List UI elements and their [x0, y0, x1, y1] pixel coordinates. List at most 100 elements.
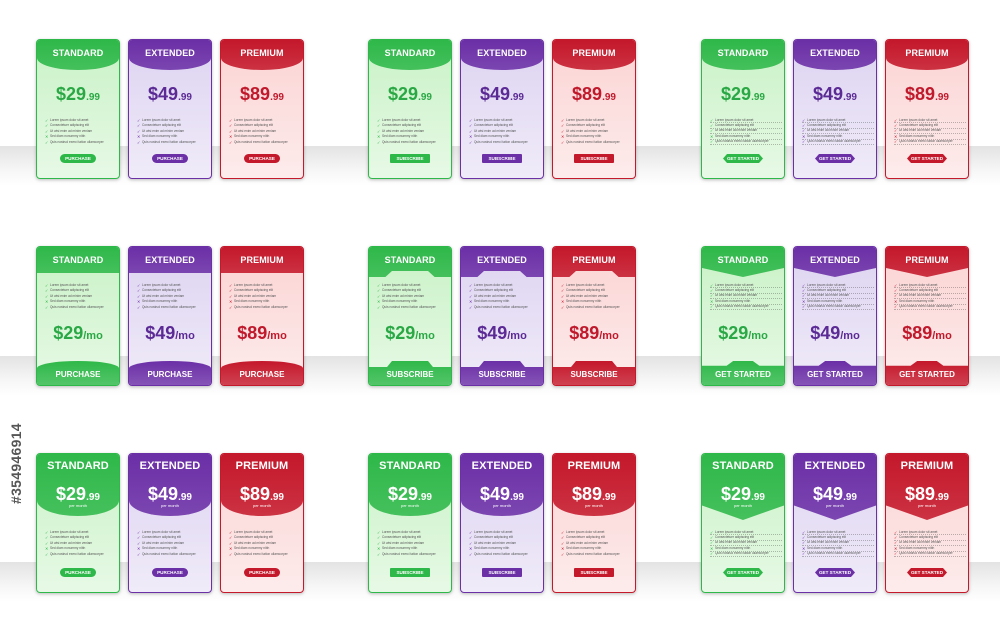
check-icon: ✓ [710, 293, 714, 299]
subscribe-button[interactable]: SUBSCRIBE [369, 361, 451, 385]
feature-list: ✓ Lorem ipsum dolor sit amet ✓ Consectetuer… [469, 118, 541, 145]
check-icon: ✓ [469, 118, 473, 123]
price-cents: .99 [935, 492, 949, 503]
purchase-button[interactable]: PURCHASE [129, 361, 211, 385]
check-icon: ✓ [137, 551, 141, 557]
check-icon: ✓ [229, 535, 233, 541]
price-cents: .99 [270, 492, 284, 503]
pricing-card-premium: PREMIUM $89/mo ✓ Lorem ipsum dolor sit amet… [885, 246, 969, 386]
purchase-button[interactable]: PURCHASE [244, 568, 280, 577]
subscribe-button[interactable]: SUBSCRIBE [461, 361, 543, 385]
feature-item: ✓ Ut wisi enim ad minim veniam [137, 541, 209, 546]
check-icon: ✓ [137, 128, 141, 134]
card-header: STANDARD [37, 454, 119, 516]
get-started-button[interactable]: GET STARTED [815, 154, 855, 163]
price-amount: $49 [480, 84, 511, 104]
feature-item: ✕ Sed diam nonummy nibh [802, 299, 874, 305]
pricing-card-standard: STANDARD $29/mo ✓ Lorem ipsum dolor sit ame… [368, 246, 452, 386]
purchase-button[interactable]: PURCHASE [60, 154, 96, 163]
check-icon: ✓ [45, 540, 49, 546]
subscribe-button[interactable]: SUBSCRIBE [482, 568, 522, 577]
subscribe-button[interactable]: SUBSCRIBE [482, 154, 522, 163]
pricing-card-extended: EXTENDED $49/mo ✓ Lorem ipsum dolor sit ame… [128, 246, 212, 386]
purchase-button[interactable]: PURCHASE [60, 568, 96, 577]
feature-item: ✓ Lorem ipsum dolor sit amet [894, 283, 966, 289]
purchase-button[interactable]: PURCHASE [37, 361, 119, 385]
cross-icon: ✕ [469, 134, 473, 140]
card-header: PREMIUM [553, 40, 635, 70]
feature-text: Lorem ipsum dolor sit amet [807, 530, 846, 534]
feature-item: ✓ Ut wisi enim ad minim veniam [561, 294, 633, 299]
feature-item: ✕ Sed diam nonummy nibh [45, 299, 117, 304]
price-amount: $49 [813, 84, 844, 104]
feature-text: Quis nostrud exerci tation ullamcorper [50, 304, 104, 309]
price-period: /mo [415, 330, 435, 342]
price-cents: .99 [178, 92, 192, 103]
price-cents: .99 [418, 92, 432, 103]
purchase-button[interactable]: PURCHASE [152, 568, 188, 577]
check-icon: ✓ [894, 283, 898, 288]
get-started-button[interactable]: GET STARTED [723, 568, 763, 577]
plan-price: $29.99 per month [702, 484, 784, 508]
get-started-button[interactable]: GET STARTED [723, 154, 763, 163]
check-icon: ✓ [137, 283, 141, 288]
check-icon: ✓ [710, 128, 714, 134]
purchase-button[interactable]: PURCHASE [244, 154, 280, 163]
price-cents: .99 [270, 92, 284, 103]
feature-list: ✓ Lorem ipsum dolor sit amet ✓ Consectetuer… [802, 118, 874, 145]
feature-item: ✓ Quis nostrud exerci tation ullamcorper [469, 305, 541, 310]
check-icon: ✓ [710, 283, 714, 288]
price-cents: .99 [843, 492, 857, 503]
check-icon: ✓ [229, 283, 233, 288]
feature-item: ✓ Ut wisi enim ad minim veniam [710, 541, 782, 547]
feature-item: ✓ Lorem ipsum dolor sit amet [229, 283, 301, 288]
pricing-card-extended: EXTENDED $49/mo ✓ Lorem ipsum dolor sit ame… [460, 246, 544, 386]
feature-item: ✓ Lorem ipsum dolor sit amet [137, 283, 209, 288]
plan-name: PREMIUM [905, 255, 949, 265]
feature-item: ✓ Consectetuer adipiscing elit [229, 288, 301, 293]
check-icon: ✓ [802, 139, 806, 145]
card-header: EXTENDED [794, 40, 876, 70]
price-amount: $29 [53, 323, 84, 343]
plan-name: PREMIUM [567, 460, 621, 472]
get-started-button[interactable]: GET STARTED [907, 568, 947, 577]
purchase-button[interactable]: PURCHASE [221, 361, 303, 385]
check-icon: ✓ [469, 128, 473, 134]
subscribe-button[interactable]: SUBSCRIBE [390, 568, 430, 577]
get-started-button[interactable]: GET STARTED [815, 568, 855, 577]
check-icon: ✓ [802, 293, 806, 299]
feature-item: ✓ Lorem ipsum dolor sit amet [802, 530, 874, 536]
feature-text: Ut wisi enim ad minim veniam [807, 128, 850, 133]
get-started-button[interactable]: GET STARTED [702, 361, 784, 385]
purchase-button[interactable]: PURCHASE [152, 154, 188, 163]
subscribe-button[interactable]: SUBSCRIBE [390, 154, 430, 163]
subscribe-button[interactable]: SUBSCRIBE [574, 568, 614, 577]
check-icon: ✓ [710, 288, 714, 293]
pricing-table-group: STANDARD $29.99 ✓ Lorem ipsum dolor sit ame… [701, 39, 969, 179]
get-started-button[interactable]: GET STARTED [886, 361, 968, 385]
feature-item: ✓ Quis nostrud exerci tation ullamcorper [45, 140, 117, 145]
check-icon: ✓ [469, 288, 473, 294]
pricing-table-group: STANDARD $29.99 per month ✓ Lorem ipsum dolo… [368, 453, 636, 593]
pricing-card-standard: STANDARD $29.99 ✓ Lorem ipsum dolor sit ame… [368, 39, 452, 179]
price-amount: $89 [569, 323, 600, 343]
check-icon: ✓ [894, 551, 898, 557]
subscribe-button[interactable]: SUBSCRIBE [574, 154, 614, 163]
feature-text: Quis nostrud exerci tation ullamcorper [807, 551, 861, 556]
plan-price: $49.99 [461, 84, 543, 105]
feature-item: ✓ Lorem ipsum dolor sit amet [137, 118, 209, 123]
feature-text: Lorem ipsum dolor sit amet [566, 118, 605, 122]
check-icon: ✓ [561, 283, 565, 288]
subscribe-button[interactable]: SUBSCRIBE [553, 361, 635, 385]
cross-icon: ✕ [45, 546, 49, 552]
cross-icon: ✕ [137, 546, 141, 552]
card-header: EXTENDED [461, 454, 543, 516]
feature-item: ✓ Quis nostrud exerci tation ullamcorper [802, 305, 874, 310]
price-cents: .99 [751, 492, 765, 503]
get-started-button[interactable]: GET STARTED [794, 361, 876, 385]
feature-text: Lorem ipsum dolor sit amet [50, 283, 89, 287]
pricing-card-extended: EXTENDED $49.99 ✓ Lorem ipsum dolor sit ame… [460, 39, 544, 179]
feature-item: ✕ Sed diam nonummy nibh [894, 546, 966, 552]
feature-item: ✓ Ut wisi enim ad minim veniam [137, 129, 209, 134]
get-started-button[interactable]: GET STARTED [907, 154, 947, 163]
